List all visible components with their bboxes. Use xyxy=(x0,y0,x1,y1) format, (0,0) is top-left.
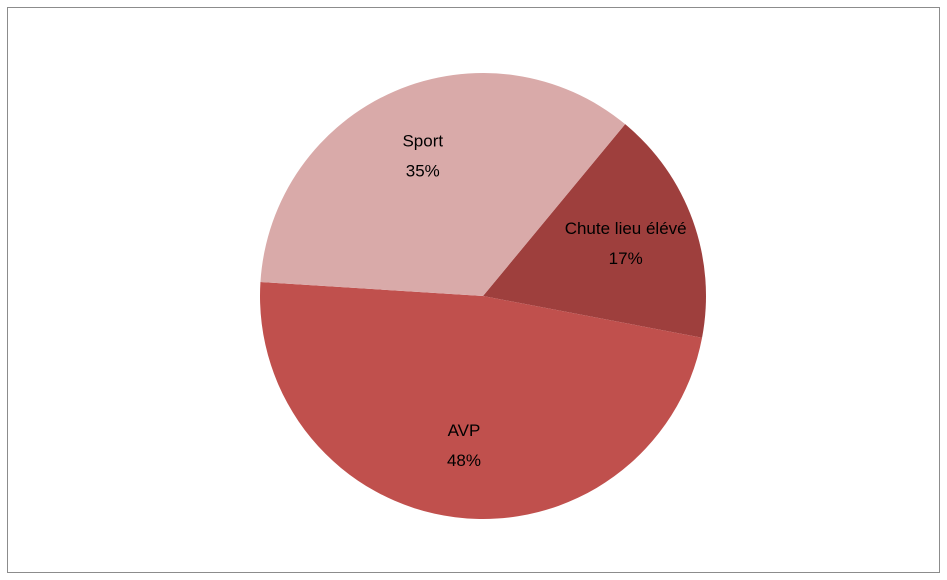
pie-slice xyxy=(260,281,703,520)
slice-value-label: 48% xyxy=(447,451,481,470)
slice-label: AVP xyxy=(448,421,481,440)
pie-slice xyxy=(483,124,707,338)
pie-slice xyxy=(260,72,626,296)
slice-label: Sport xyxy=(402,131,443,150)
slice-value-label: 35% xyxy=(406,161,440,180)
slice-value-label: 17% xyxy=(609,249,643,268)
slice-label: Chute lieu élévé xyxy=(565,219,687,238)
